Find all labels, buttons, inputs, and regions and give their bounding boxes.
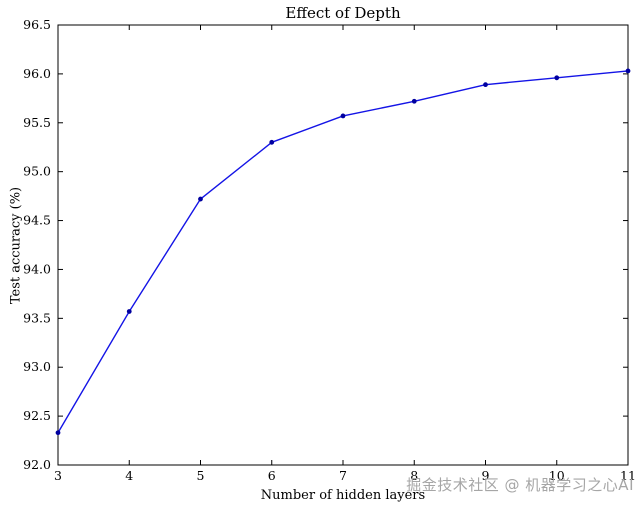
y-tick-label: 93.5 xyxy=(23,310,51,325)
data-point xyxy=(411,98,417,104)
data-point xyxy=(269,139,275,145)
data-point xyxy=(126,309,132,314)
data-line xyxy=(57,70,629,434)
y-tick-label: 94.5 xyxy=(23,213,51,228)
x-tick-label: 7 xyxy=(339,468,347,483)
x-tick-label: 4 xyxy=(125,468,133,483)
chart-title: Effect of Depth xyxy=(285,4,401,22)
x-tick-label: 10 xyxy=(549,468,565,483)
x-tick-label: 8 xyxy=(410,468,418,483)
data-point xyxy=(625,68,631,74)
y-tick-label: 92.0 xyxy=(23,457,51,472)
y-tick-label: 94.0 xyxy=(23,261,51,276)
x-axis-label: Number of hidden layers xyxy=(260,488,426,503)
x-tick-label: 3 xyxy=(54,468,62,483)
x-tick-label: 5 xyxy=(197,468,205,483)
watermark: 掘金技术社区 @ 机器学习之心AI xyxy=(406,476,634,494)
y-tick-label: 96.0 xyxy=(23,66,51,81)
axes-frame xyxy=(57,24,629,466)
x-tick-label: 11 xyxy=(620,468,636,483)
x-tick-label: 6 xyxy=(268,468,276,483)
data-point xyxy=(483,82,488,88)
data-point xyxy=(554,75,560,81)
data-point xyxy=(198,196,203,202)
y-tick-label: 92.5 xyxy=(23,408,51,423)
data-point xyxy=(55,430,61,436)
y-tick-label: 95.0 xyxy=(23,164,51,179)
y-tick-label: 95.5 xyxy=(23,115,51,130)
y-axis-label: Test accuracy (%) xyxy=(8,186,24,305)
y-tick-label: 96.5 xyxy=(23,17,51,32)
y-tick-label: 93.0 xyxy=(23,359,51,374)
data-point xyxy=(340,113,346,119)
x-tick-label: 9 xyxy=(482,468,490,483)
